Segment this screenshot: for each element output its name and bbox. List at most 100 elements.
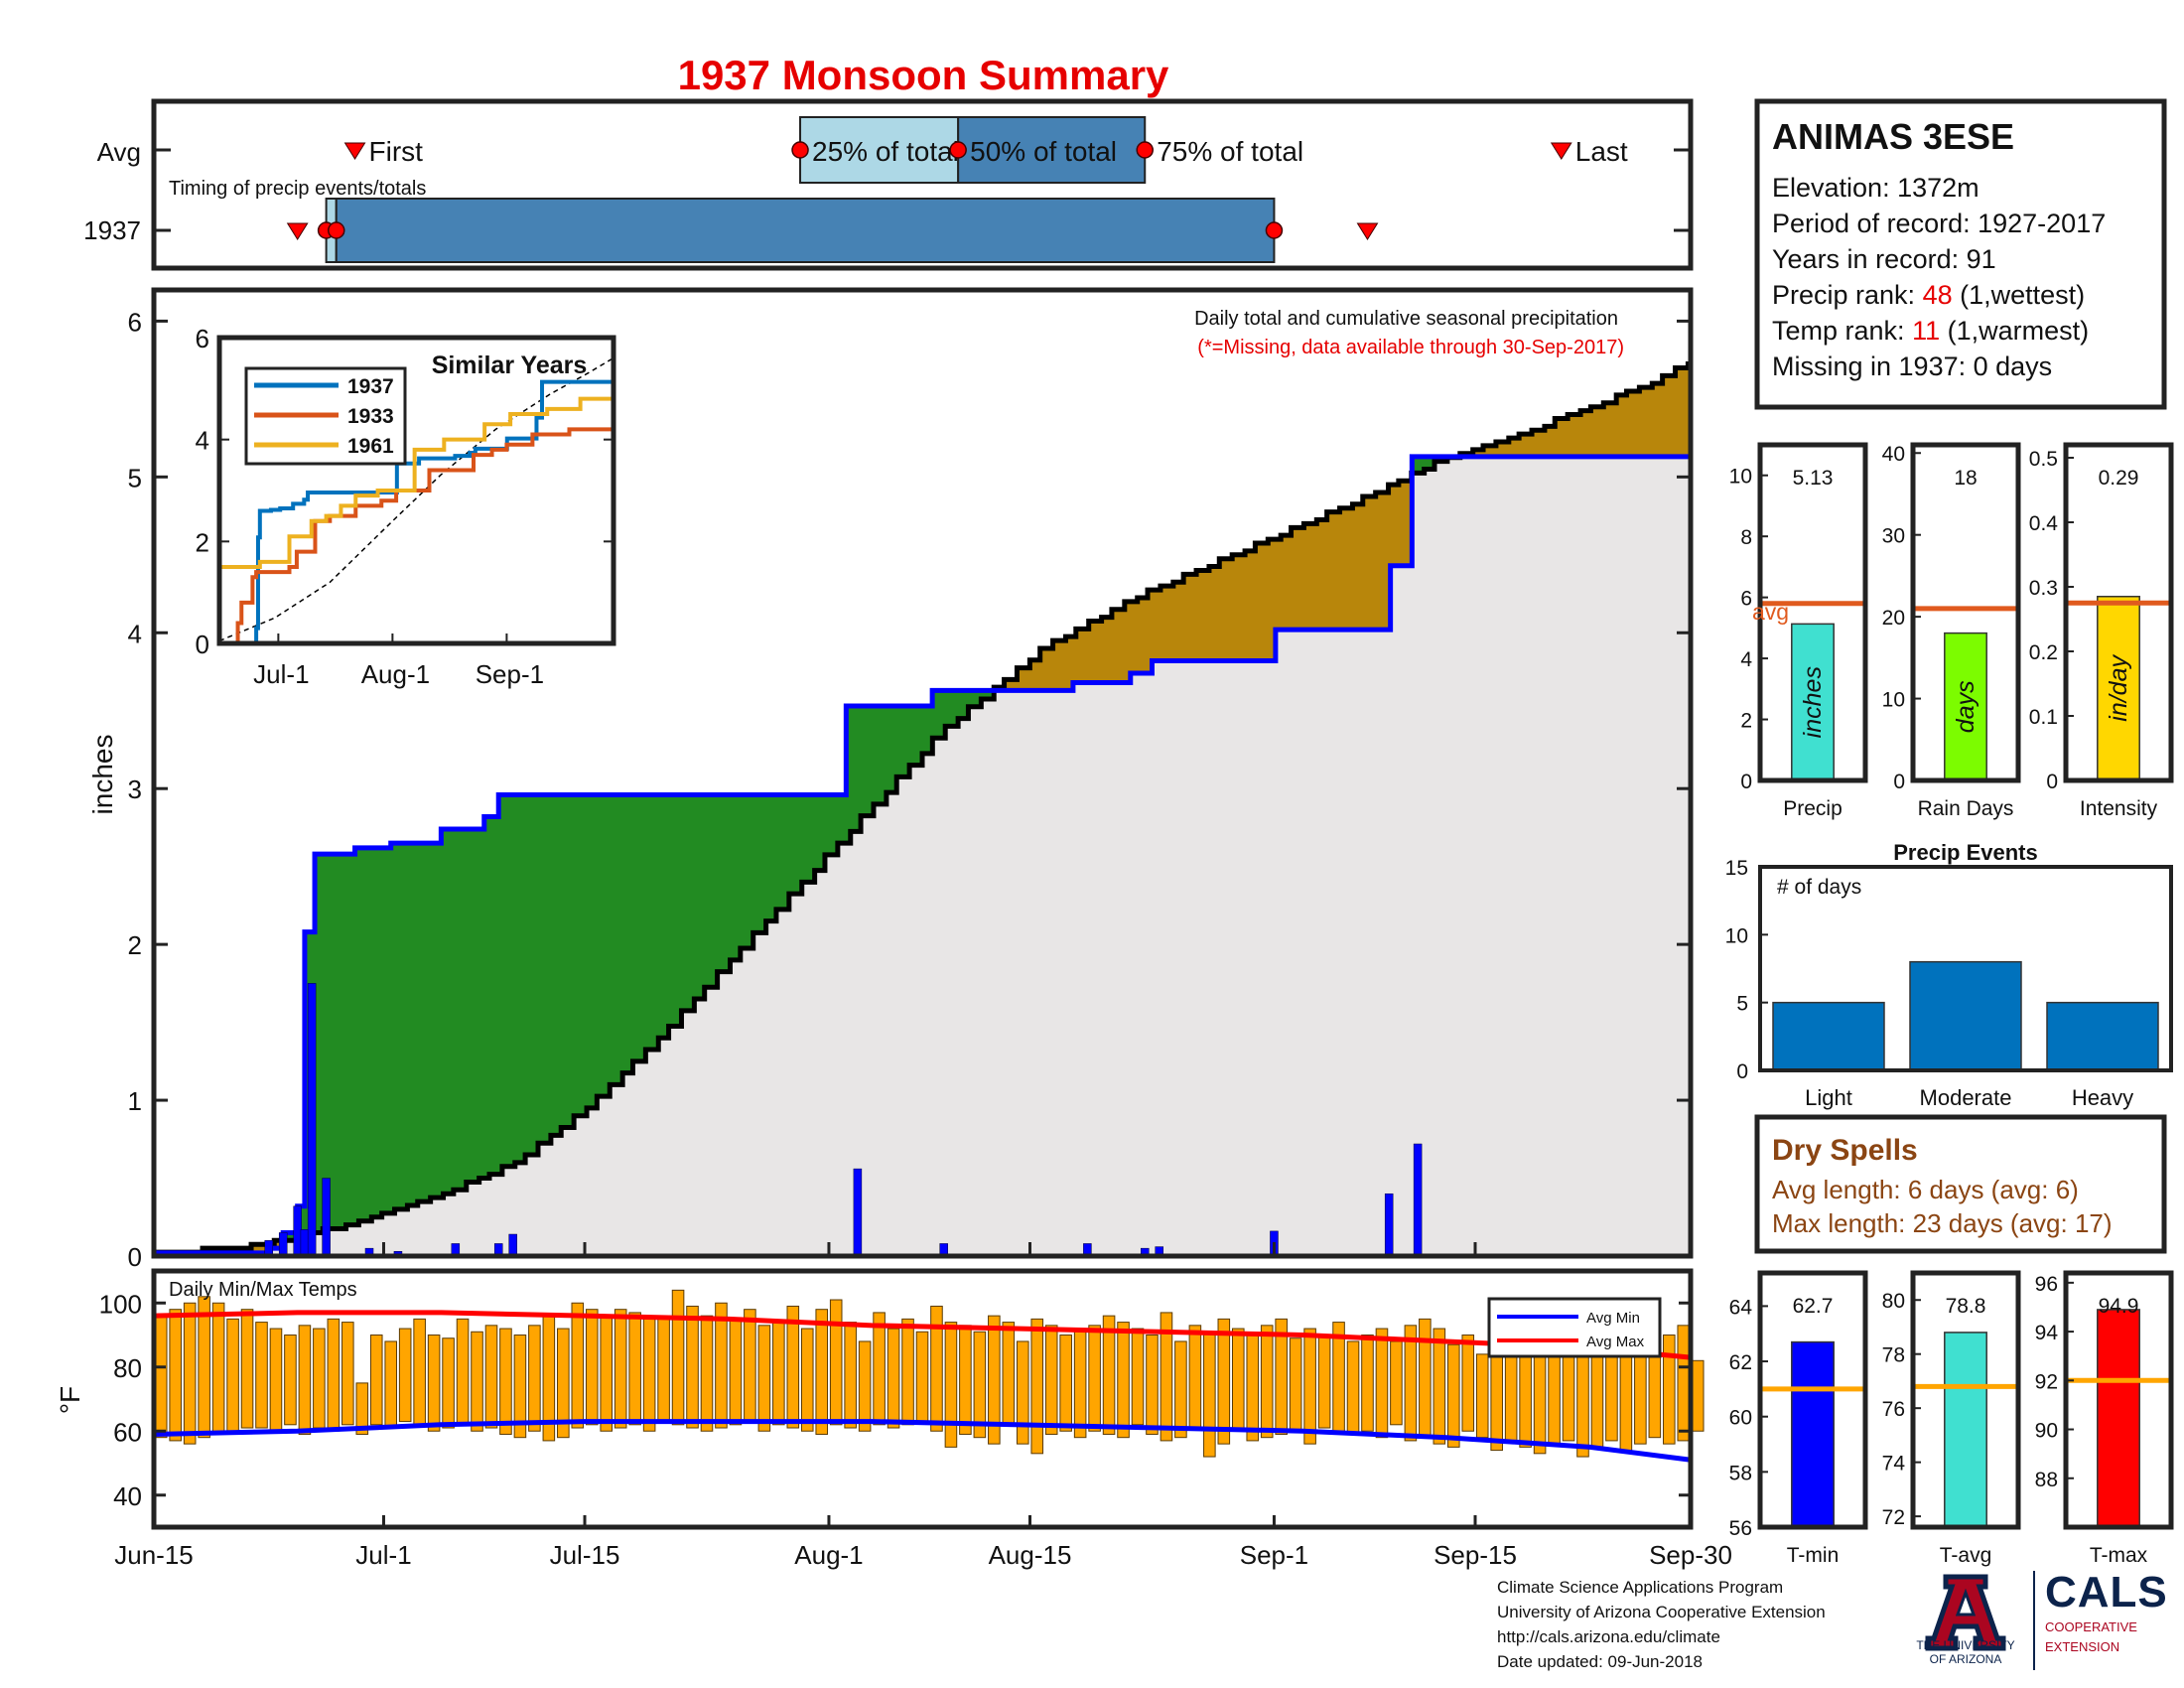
temp-daily-bar-91 [1461, 1335, 1475, 1432]
events-category-label-Heavy: Heavy [2072, 1085, 2133, 1110]
temp-xtick-label-Jul-15: Jul-15 [550, 1540, 620, 1570]
timing-row-label-1937: 1937 [83, 215, 141, 245]
events-title: Precip Events [1893, 840, 2038, 865]
main-daily-precip-bar-17 [1384, 1193, 1394, 1257]
main-ytick-label-1: 1 [128, 1086, 142, 1116]
stat_tmax-frame [2063, 1270, 2174, 1530]
temp-daily-bar-66 [1102, 1315, 1116, 1435]
temp-daily-bar-45 [800, 1328, 814, 1432]
temp-daily-bar-51 [887, 1328, 900, 1429]
stat_tmin-ytick-label-4: 64 [1729, 1296, 1753, 1319]
temp-daily-bar-31 [600, 1315, 614, 1432]
temp-daily-bar-86 [1390, 1340, 1403, 1426]
temp-daily-bar-56 [959, 1325, 972, 1435]
timing-avg-25-marker [791, 141, 809, 159]
temp-daily-bar-12 [327, 1318, 341, 1432]
temp-daily-bar-26 [528, 1325, 541, 1432]
main-daily-precip-bar-5 [322, 1178, 331, 1257]
temp-daily-bar-64 [1073, 1328, 1087, 1439]
temp-daily-bar-3 [198, 1296, 210, 1439]
station-precip-rank-value: 48 [1923, 280, 1953, 310]
temp-daily-bar-22 [471, 1331, 483, 1432]
inset-frame [216, 335, 616, 646]
temp-daily-bar-55 [944, 1322, 958, 1448]
temp-daily-bar-25 [513, 1335, 527, 1439]
temp-daily-bar-54 [930, 1305, 943, 1432]
temp-daily-bar-50 [873, 1312, 886, 1426]
timing-row-label-avg: Avg [97, 137, 141, 167]
main-ytick-label-6: 6 [128, 307, 142, 337]
temp-daily-bar-65 [1088, 1325, 1101, 1432]
dry-spells-avg: Avg length: 6 days (avg: 6) [1772, 1175, 2079, 1204]
stat_intensity-ytick-label-4: 0.4 [2029, 512, 2059, 535]
station-name: ANIMAS 3ESE [1772, 116, 2014, 157]
temp-daily-bar-84 [1361, 1335, 1374, 1432]
stat_precip-xlabel: Precip [1783, 797, 1843, 820]
main-ytick-label-5: 5 [128, 463, 142, 492]
stat_raindays-ytick-label-2: 20 [1882, 607, 1905, 630]
footer-line-2: University of Arizona Cooperative Extens… [1497, 1603, 1826, 1621]
temp-plot-frame [151, 1268, 1694, 1530]
temp-daily-bar-78 [1275, 1318, 1288, 1435]
temp-ylabel: °F [55, 1386, 85, 1414]
temp-daily-bar-17 [398, 1328, 412, 1423]
temp-daily-bar-1 [169, 1309, 182, 1442]
temp-daily-bar-36 [671, 1289, 685, 1426]
temp-daily-bar-81 [1317, 1335, 1331, 1429]
main-daily-precip-bar-11 [853, 1168, 863, 1257]
station-precip-rank-suffix: (1,wettest) [1953, 280, 2086, 310]
temp-avg-max-line [153, 1310, 1692, 1360]
timing-avg-50-75-box [957, 116, 1147, 184]
chart-title: 1937 Monsoon Summary [678, 52, 1169, 98]
stat_precip-ytick-label-0: 0 [1740, 771, 1752, 793]
timing-1937-50-75-box [335, 198, 1276, 263]
temp-daily-bar-73 [1203, 1331, 1216, 1458]
stat_precip-value-bar [1791, 623, 1835, 781]
stat_tavg-xlabel: T-avg [1940, 1544, 1992, 1567]
temp-daily-bar-92 [1475, 1353, 1489, 1439]
footer-line-3[interactable]: http://cals.arizona.edu/climate [1497, 1627, 1720, 1646]
station-missing: Missing in 1937: 0 days [1772, 352, 2052, 381]
temp-daily-bar-69 [1146, 1335, 1159, 1435]
temp-xtick-label-Jun-15: Jun-15 [114, 1540, 194, 1570]
footer-line-1: Climate Science Applications Program [1497, 1578, 1784, 1597]
station-elevation: Elevation: 1372m [1772, 173, 1979, 203]
cals-wordmark: CALS [2045, 1568, 2168, 1617]
footer-credits: Climate Science Applications Program Uni… [1497, 1575, 1826, 1674]
temp-daily-bar-28 [557, 1328, 570, 1439]
temp-daily-bar-58 [988, 1315, 1001, 1445]
events-annotation: # of days [1777, 876, 1861, 899]
stat_tavg-value-label: 78.8 [1946, 1295, 1986, 1318]
stat_precip-ytick-label-1: 2 [1740, 710, 1752, 733]
stat_intensity-unit-label: in/day [2105, 654, 2132, 722]
events-bar-Heavy [2046, 1001, 2159, 1071]
stat_tavg-ytick-label-4: 80 [1882, 1290, 1905, 1313]
temp-avg-min-line [153, 1419, 1692, 1463]
stat_tmax-ytick-label-1: 90 [2035, 1420, 2058, 1443]
stat_tmax-ytick-label-0: 88 [2035, 1469, 2058, 1491]
events-category-label-Moderate: Moderate [1920, 1085, 2012, 1110]
temp-ytick-label-40: 40 [113, 1481, 142, 1511]
events-category-label-Light: Light [1805, 1085, 1852, 1110]
logo-divider [2033, 1571, 2035, 1670]
stat_tavg-ytick-label-0: 72 [1882, 1506, 1905, 1529]
main-daily-precip-bar-3 [300, 1229, 310, 1257]
temp-daily-bar-48 [844, 1322, 857, 1429]
temp-daily-bar-60 [1016, 1340, 1029, 1445]
inset-xtick-label-Aug-1: Aug-1 [361, 659, 430, 689]
temp-daily-bar-14 [355, 1382, 369, 1435]
timing-avg-first-marker [343, 142, 366, 160]
stat_precip-ytick-label-5: 10 [1729, 466, 1752, 489]
temp-daily-bar-44 [786, 1305, 800, 1429]
inset-series-line-1961 [219, 396, 614, 569]
temp-daily-bar-4 [211, 1302, 225, 1435]
stat_intensity-ytick-label-5: 0.5 [2029, 448, 2058, 471]
inset-ytick-label-0: 0 [196, 630, 209, 659]
temp-daily-bar-74 [1217, 1318, 1231, 1445]
station-years: Years in record: 91 [1772, 244, 1996, 274]
stat_tmax-value-label: 94.9 [2099, 1295, 2139, 1318]
temp-daily-bar-57 [973, 1331, 987, 1439]
main-daily-precip-bar-18 [1413, 1143, 1423, 1257]
stat_tmax-ytick-label-2: 92 [2035, 1370, 2058, 1393]
temp-legend-label-max: Avg Max [1586, 1334, 1645, 1350]
